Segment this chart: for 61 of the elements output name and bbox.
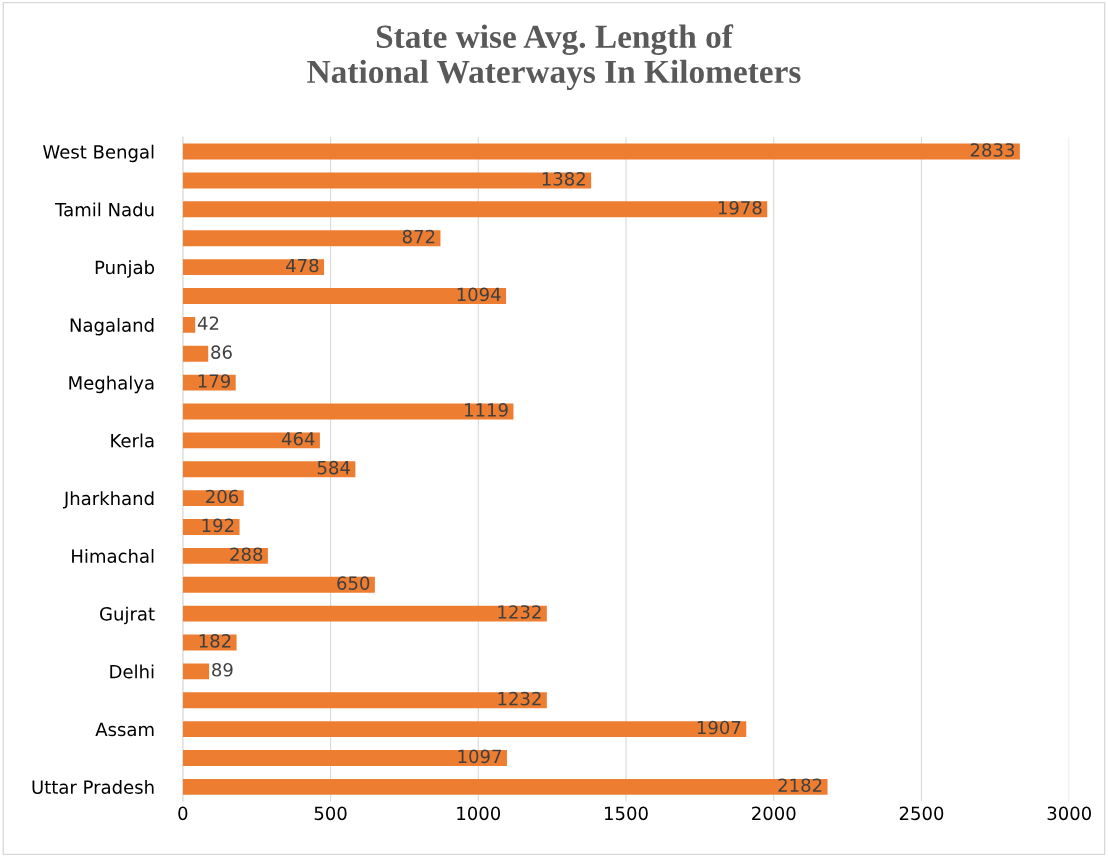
- data-label: 464: [281, 431, 315, 446]
- data-label: 1382: [542, 172, 585, 186]
- data-label: 1232: [498, 691, 541, 706]
- data-label: 872: [402, 229, 435, 244]
- y-tick-label: Assam: [95, 722, 154, 737]
- data-label: 1232: [498, 605, 541, 619]
- data-label: 2182: [778, 778, 822, 793]
- bar: [182, 172, 592, 189]
- y-tick-label: Nagaland: [70, 317, 154, 336]
- data-label: 86: [211, 345, 232, 359]
- bar: [182, 663, 210, 680]
- data-label: 89: [212, 662, 233, 677]
- y-tick-label: Meghalya: [69, 375, 154, 394]
- bar: [182, 403, 514, 420]
- data-label: 288: [230, 547, 263, 562]
- bar: [182, 259, 325, 276]
- bar: [182, 288, 507, 304]
- data-label: 2833: [970, 143, 1014, 157]
- y-tick-label: Himachal: [72, 548, 154, 563]
- data-label: 478: [286, 258, 319, 273]
- data-label: 1094: [457, 287, 501, 302]
- x-tick-label: 1000: [457, 806, 501, 821]
- data-label: 1097: [458, 749, 501, 764]
- y-tick-label: Delhi: [110, 664, 154, 679]
- x-tick-label: 3000: [1047, 806, 1091, 821]
- bar: [182, 316, 196, 333]
- x-tick-label: 2500: [899, 806, 944, 821]
- data-label: 1907: [697, 720, 741, 735]
- data-label: 206: [206, 489, 239, 504]
- y-tick-label: Gujrat: [100, 606, 155, 625]
- bar: [182, 605, 547, 622]
- x-tick-label: 500: [314, 806, 347, 821]
- data-label: 1978: [718, 200, 762, 215]
- bar: [182, 230, 441, 247]
- bar: [182, 692, 547, 709]
- bar: [182, 576, 375, 593]
- y-tick-label: West Bengal: [43, 144, 154, 163]
- data-label: 584: [317, 460, 350, 475]
- bar: [182, 143, 1020, 160]
- y-tick-label: Punjab: [95, 260, 155, 278]
- bar: [182, 721, 747, 738]
- chart-title: State wise Avg. Length of National Waterways In Kilometers: [307, 24, 801, 90]
- y-tick-label: Kerla: [111, 433, 154, 448]
- x-tick-label: 2000: [752, 806, 796, 821]
- bar: [182, 778, 828, 795]
- y-tick-label: Tamil Nadu: [55, 202, 154, 217]
- bar: [182, 461, 356, 478]
- bar: [182, 432, 320, 449]
- data-label: 179: [198, 374, 231, 388]
- data-label: 182: [199, 634, 231, 648]
- bar: [182, 201, 768, 218]
- y-tick-label: Jharkhand: [62, 491, 154, 509]
- data-label: 1119: [465, 403, 508, 417]
- y-tick-label: Uttar Pradesh: [32, 780, 154, 794]
- x-tick-label: 0: [178, 806, 188, 821]
- bar: [182, 750, 507, 766]
- bar: [182, 345, 209, 362]
- data-label: 192: [202, 518, 234, 533]
- data-label: 650: [337, 576, 370, 590]
- x-tick-label: 1500: [605, 806, 648, 821]
- data-label: 42: [197, 316, 219, 330]
